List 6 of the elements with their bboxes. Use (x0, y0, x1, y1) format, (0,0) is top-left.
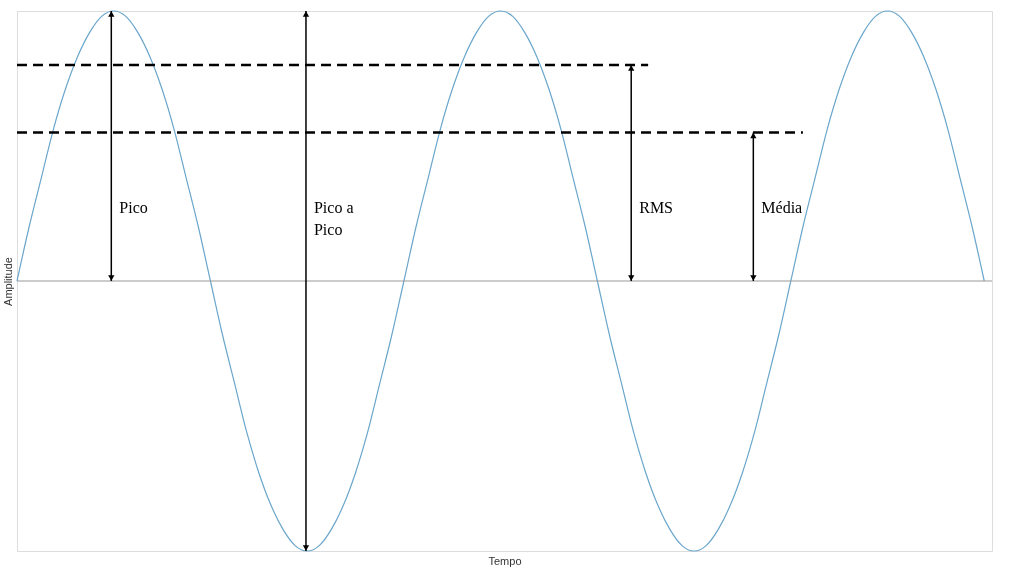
annotation: Pico a Pico (313, 199, 354, 239)
annotation: RMS (639, 199, 674, 217)
y-axis-title: Amplitude (1, 257, 14, 306)
x-axis-title: Tempo (488, 554, 522, 567)
annotation: Média (761, 199, 803, 217)
annotation: Pico (119, 199, 148, 217)
